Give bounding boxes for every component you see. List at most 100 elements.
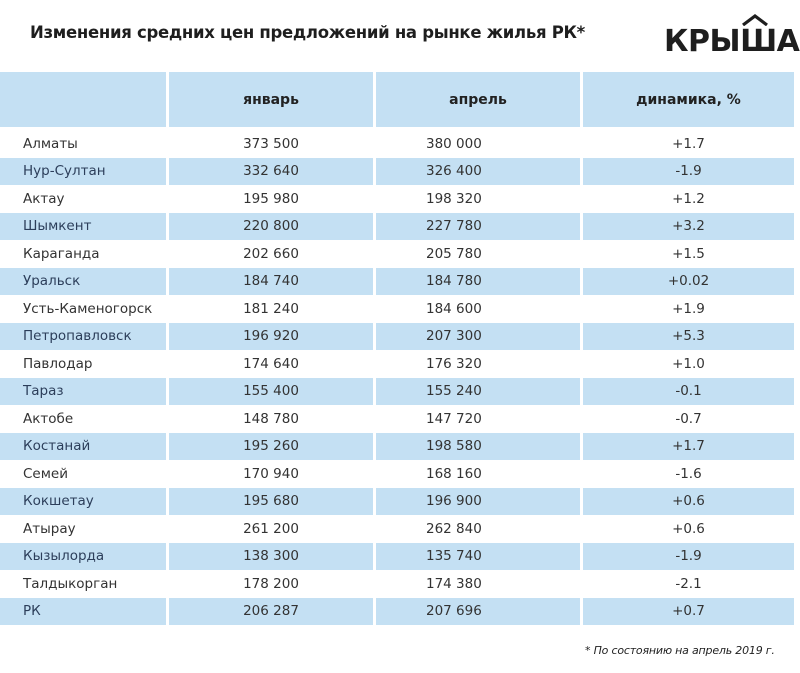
table-row: Уральск 184 740 184 780 +0.02 xyxy=(0,267,794,295)
table-row: Нур-Султан 332 640 326 400 -1.9 xyxy=(0,157,794,185)
krysha-logo: КРЫША xyxy=(664,14,800,58)
row-city: Актау xyxy=(23,190,65,207)
row-april: 176 320 xyxy=(426,355,482,372)
row-april: 326 400 xyxy=(376,157,580,185)
row-change: -1.6 xyxy=(675,465,702,482)
row-change: +0.7 xyxy=(583,597,794,625)
row-april: 135 740 xyxy=(376,542,580,570)
table-row: Атырау 261 200 262 840 +0.6 xyxy=(0,515,794,543)
table-row: Костанай 195 260 198 580 +1.7 xyxy=(0,432,794,460)
row-change: -0.1 xyxy=(583,377,794,405)
row-city: Семей xyxy=(23,465,68,482)
row-change: +0.02 xyxy=(583,267,794,295)
column-header-april: апрель xyxy=(376,72,580,130)
row-january: 178 200 xyxy=(243,575,299,592)
row-april: 184 600 xyxy=(426,300,482,317)
row-april: 198 580 xyxy=(376,432,580,460)
row-city: Актобе xyxy=(23,410,74,427)
table-row: Актау 195 980 198 320 +1.2 xyxy=(0,185,794,213)
row-april: 196 900 xyxy=(376,487,580,515)
row-change: -1.9 xyxy=(583,542,794,570)
row-april: 174 380 xyxy=(426,575,482,592)
row-change: -0.7 xyxy=(675,410,702,427)
row-january: 170 940 xyxy=(243,465,299,482)
footnote: * По состоянию на апрель 2019 г. xyxy=(585,644,775,657)
table-header-row: январь апрель динамика, % xyxy=(0,72,794,130)
row-city: Уральск xyxy=(0,267,166,295)
row-january: 195 680 xyxy=(169,487,373,515)
row-january: 174 640 xyxy=(243,355,299,372)
column-header-city xyxy=(0,72,166,130)
row-city: Талдыкорган xyxy=(23,575,118,592)
row-change: +1.2 xyxy=(672,190,705,207)
row-city: Атырау xyxy=(23,520,76,537)
row-city: Усть-Каменогорск xyxy=(23,300,153,317)
row-april: 168 160 xyxy=(426,465,482,482)
row-january: 332 640 xyxy=(169,157,373,185)
row-change: +0.6 xyxy=(672,520,705,537)
table-row: Алматы 373 500 380 000 +1.7 xyxy=(0,130,794,158)
row-change: +1.7 xyxy=(583,432,794,460)
table-row: Караганда 202 660 205 780 +1.5 xyxy=(0,240,794,268)
row-january: 148 780 xyxy=(243,410,299,427)
row-city: Тараз xyxy=(0,377,166,405)
row-city: Кокшетау xyxy=(0,487,166,515)
table-row: РК 206 287 207 696 +0.7 xyxy=(0,597,794,625)
column-header-january: январь xyxy=(169,72,373,130)
row-april: 198 320 xyxy=(426,190,482,207)
row-january: 155 400 xyxy=(169,377,373,405)
row-city: Петропавловск xyxy=(0,322,166,350)
row-city: Шымкент xyxy=(0,212,166,240)
row-city: Павлодар xyxy=(23,355,93,372)
row-city: Караганда xyxy=(23,245,100,262)
logo-text: КРЫША xyxy=(664,24,800,59)
row-april: 155 240 xyxy=(376,377,580,405)
table-row: Талдыкорган 178 200 174 380 -2.1 xyxy=(0,570,794,598)
row-april: 184 780 xyxy=(376,267,580,295)
row-change: +1.0 xyxy=(672,355,705,372)
row-january: 181 240 xyxy=(243,300,299,317)
row-january: 196 920 xyxy=(169,322,373,350)
row-january: 184 740 xyxy=(169,267,373,295)
row-change: +0.6 xyxy=(583,487,794,515)
table-row: Шымкент 220 800 227 780 +3.2 xyxy=(0,212,794,240)
row-april: 147 720 xyxy=(426,410,482,427)
row-city: Нур-Султан xyxy=(0,157,166,185)
row-january: 195 260 xyxy=(169,432,373,460)
table-row: Семей 170 940 168 160 -1.6 xyxy=(0,460,794,488)
row-city: Кызылорда xyxy=(0,542,166,570)
row-january: 195 980 xyxy=(243,190,299,207)
row-change: -2.1 xyxy=(675,575,702,592)
row-april: 205 780 xyxy=(426,245,482,262)
roof-icon xyxy=(742,14,768,26)
table-row: Петропавловск 196 920 207 300 +5.3 xyxy=(0,322,794,350)
table-row: Актобе 148 780 147 720 -0.7 xyxy=(0,405,794,433)
row-change: +1.7 xyxy=(672,135,705,152)
row-january: 373 500 xyxy=(243,135,299,152)
row-change: +1.5 xyxy=(672,245,705,262)
row-april: 227 780 xyxy=(376,212,580,240)
row-january: 261 200 xyxy=(243,520,299,537)
row-change: -1.9 xyxy=(583,157,794,185)
row-january: 138 300 xyxy=(169,542,373,570)
row-city: РК xyxy=(0,597,166,625)
table-row: Усть-Каменогорск 181 240 184 600 +1.9 xyxy=(0,295,794,323)
row-january: 220 800 xyxy=(169,212,373,240)
row-change: +1.9 xyxy=(672,300,705,317)
row-change: +3.2 xyxy=(583,212,794,240)
row-april: 207 300 xyxy=(376,322,580,350)
row-april: 207 696 xyxy=(376,597,580,625)
row-city: Костанай xyxy=(0,432,166,460)
page-title: Изменения средних цен предложений на рын… xyxy=(30,23,586,42)
column-header-change: динамика, % xyxy=(583,72,794,130)
price-table: январь апрель динамика, % Алматы 373 500 3… xyxy=(0,72,797,625)
table-row: Кокшетау 195 680 196 900 +0.6 xyxy=(0,487,794,515)
row-change: +5.3 xyxy=(583,322,794,350)
table-row: Павлодар 174 640 176 320 +1.0 xyxy=(0,350,794,378)
row-january: 206 287 xyxy=(169,597,373,625)
row-april: 262 840 xyxy=(426,520,482,537)
row-april: 380 000 xyxy=(426,135,482,152)
row-january: 202 660 xyxy=(243,245,299,262)
table-row: Кызылорда 138 300 135 740 -1.9 xyxy=(0,542,794,570)
table-row: Тараз 155 400 155 240 -0.1 xyxy=(0,377,794,405)
